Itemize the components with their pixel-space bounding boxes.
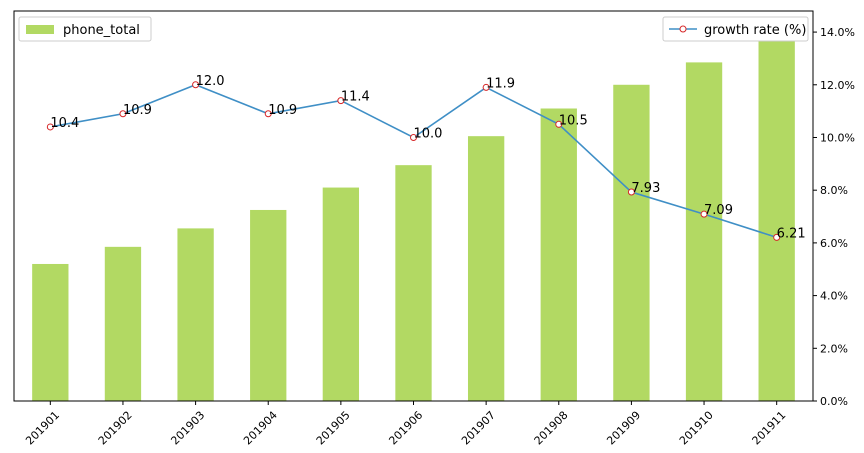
y-tick-label: 12.0%: [820, 79, 855, 92]
y-tick-label: 0.0%: [820, 395, 848, 408]
data-label: 10.9: [123, 103, 152, 118]
x-tick-label: 201911: [750, 409, 789, 448]
legend-bars-frame: [18, 16, 152, 42]
bars-layer: [32, 41, 795, 402]
legend-line-marker: [679, 25, 687, 33]
legend-line-frame: [662, 16, 809, 42]
x-tick-label: 201909: [604, 409, 643, 448]
x-tick-label: 201901: [23, 409, 62, 448]
line-point: [337, 97, 345, 105]
y-tick-label: 6.0%: [820, 237, 848, 250]
line-point: [192, 81, 200, 89]
y-tick-label: 2.0%: [820, 342, 848, 355]
x-tick-label: 201903: [168, 409, 207, 448]
data-label: 7.93: [631, 181, 660, 196]
line-point: [627, 188, 635, 196]
x-tick-label: 201906: [386, 409, 425, 448]
bar: [685, 62, 723, 402]
bar: [177, 228, 214, 401]
y-tick-label: 8.0%: [820, 184, 848, 197]
y-tick-label: 14.0%: [820, 26, 855, 39]
data-label: 11.4: [341, 90, 370, 105]
legend-line-label: growth rate (%): [704, 23, 806, 38]
data-label: 12.0: [196, 74, 225, 89]
legend-line: growth rate (%): [662, 16, 809, 42]
bar: [32, 263, 69, 401]
y-tick-label: 10.0%: [820, 131, 855, 144]
line-point: [46, 123, 54, 131]
line-point: [482, 83, 490, 91]
x-axis: 201901 201902 201903 201904 201905 201906 2019…: [23, 401, 788, 447]
bar: [540, 108, 577, 401]
x-tick-label: 201907: [459, 409, 498, 448]
bar: [467, 136, 505, 401]
data-label: 10.0: [414, 126, 443, 141]
bar: [104, 246, 142, 401]
bar: [395, 165, 432, 401]
x-tick-label: 201908: [532, 409, 571, 448]
legend-bars-label: phone_total: [63, 23, 140, 38]
data-label: 10.4: [50, 116, 79, 131]
right-y-axis: 0.0% 2.0% 4.0% 6.0% 8.0% 10.0% 12.0% 14.0%: [813, 26, 855, 408]
line-point: [700, 210, 708, 218]
legend-bars-swatch: [26, 25, 54, 34]
bar: [250, 209, 287, 401]
bar: [322, 187, 360, 401]
line-point: [773, 233, 781, 241]
line-point: [264, 110, 272, 118]
bar: [613, 84, 650, 401]
x-tick-label: 201905: [314, 409, 353, 448]
line-point: [119, 110, 127, 118]
legend-bars: phone_total: [18, 16, 152, 42]
line-layer: [46, 81, 781, 241]
data-label: 7.09: [704, 203, 733, 218]
x-tick-label: 201904: [241, 409, 280, 448]
data-labels-layer: 10.4 10.9 12.0 10.9 11.4 10.0 11.9 10.5 7.93 7.09…: [50, 74, 805, 242]
data-label: 10.5: [559, 113, 588, 128]
line-point: [410, 133, 417, 141]
data-label: 6.21: [777, 226, 806, 241]
bar: [758, 41, 795, 402]
x-tick-label: 201902: [96, 409, 135, 448]
data-label: 11.9: [486, 76, 515, 91]
data-label: 10.9: [268, 103, 297, 118]
y-tick-label: 4.0%: [820, 290, 848, 303]
line-point: [555, 120, 563, 128]
x-tick-label: 201910: [677, 409, 716, 448]
